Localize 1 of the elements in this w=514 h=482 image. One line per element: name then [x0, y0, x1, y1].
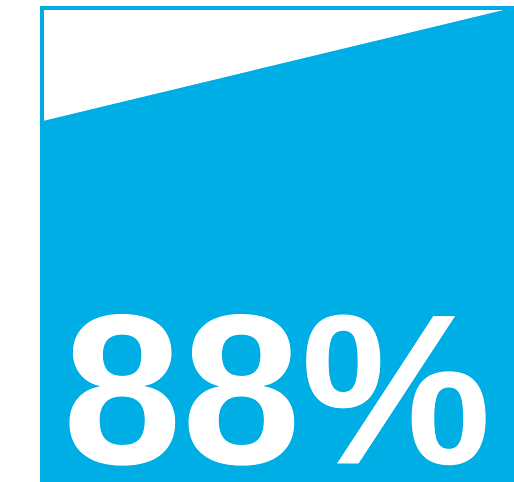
- data-label: 88%: [69, 314, 486, 466]
